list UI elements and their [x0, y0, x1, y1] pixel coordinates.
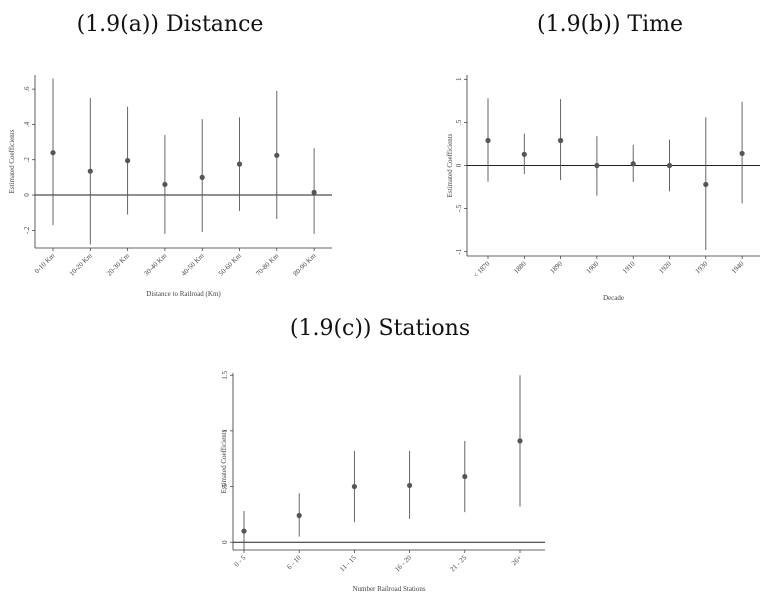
x-tick-label-a: 40-50 Km	[180, 251, 206, 277]
estimate-point-a	[311, 189, 317, 195]
y-tick-label-c: 1	[221, 429, 229, 433]
estimate-point-c	[241, 528, 247, 534]
estimate-point-a	[125, 158, 131, 164]
y-tick-label-b: -1	[455, 248, 463, 254]
x-tick-label-a: 10-20 Km	[68, 251, 94, 277]
estimate-point-b	[630, 161, 636, 167]
x-tick-label-a: 30-40 Km	[142, 251, 168, 277]
y-tick-label-a: .2	[23, 157, 31, 163]
estimate-point-a	[199, 174, 205, 180]
y-axis-title-c: Estimated Coefficients	[220, 429, 228, 493]
y-tick-label-a: 0	[23, 193, 31, 197]
y-tick-label-c: 0	[221, 540, 229, 544]
estimate-point-b	[594, 162, 600, 169]
estimate-point-c	[462, 473, 468, 480]
x-tick-label-b: 1900	[585, 259, 601, 275]
y-tick-label-c: .5	[221, 483, 229, 489]
estimate-point-c	[517, 438, 523, 444]
y-tick-label-b: -.5	[455, 204, 463, 212]
panel-title-time: (1.9(b)) Time	[537, 12, 683, 37]
estimate-point-a	[50, 150, 56, 156]
y-axis-title-b: Estimated Coefficients	[446, 133, 454, 197]
estimate-point-c	[296, 512, 302, 519]
x-axis-title-c: Number Railroad Stations	[352, 585, 425, 593]
estimate-point-b	[521, 151, 527, 157]
estimate-point-c	[351, 483, 357, 490]
estimate-point-c	[407, 482, 413, 489]
x-tick-label-a: 70-80 Km	[254, 251, 280, 277]
x-tick-label-b: 1940	[730, 259, 746, 275]
estimate-point-b	[485, 137, 491, 144]
estimate-point-a	[87, 168, 93, 174]
x-tick-label-c: 11 - 15	[338, 553, 358, 573]
x-tick-label-c: 6 - 10	[285, 553, 303, 571]
y-tick-label-c: 1.5	[221, 370, 229, 379]
estimate-point-a	[274, 152, 280, 158]
y-tick-label-a: .4	[23, 121, 31, 127]
x-tick-label-c: 21 - 25	[449, 553, 469, 573]
estimate-point-b	[739, 150, 745, 157]
y-tick-label-b: .5	[455, 119, 463, 125]
x-tick-label-b: 1930	[694, 259, 710, 275]
x-axis-title-a: Distance to Railroad (Km)	[146, 290, 221, 298]
panel-title-distance: (1.9(a)) Distance	[76, 12, 264, 37]
y-tick-label-a: .6	[23, 86, 31, 92]
y-tick-label-a: -.2	[23, 226, 31, 234]
x-tick-label-c: 0 - 5	[233, 553, 248, 568]
y-axis-title-a: Estimated Coefficients	[8, 129, 16, 193]
x-tick-label-c: 26+	[510, 554, 523, 567]
x-tick-label-b: 1920	[657, 259, 673, 275]
estimate-point-b	[666, 162, 673, 169]
x-tick-label-b: 1890	[548, 259, 564, 275]
estimate-point-a	[162, 181, 168, 188]
y-tick-label-b: 1	[455, 77, 463, 81]
estimate-point-a	[236, 161, 243, 167]
panel-title-stations: (1.9(c)) Stations	[289, 316, 471, 341]
x-tick-label-a: 20-30 Km	[105, 251, 131, 277]
x-tick-label-a: 0-10 Km	[33, 251, 57, 275]
x-tick-label-b: 1880	[512, 259, 528, 275]
x-axis-title-b: Decade	[603, 294, 624, 302]
x-tick-label-a: 50-60 Km	[217, 251, 243, 277]
estimate-point-b	[703, 181, 709, 188]
x-tick-label-b: 1910	[621, 259, 637, 275]
x-tick-label-b: < 1870	[472, 259, 492, 279]
estimate-point-b	[558, 137, 564, 144]
x-tick-label-a: 80-90 Km	[292, 251, 318, 277]
x-tick-label-c: 16 - 20	[393, 553, 413, 573]
y-tick-label-b: 0	[455, 163, 463, 167]
